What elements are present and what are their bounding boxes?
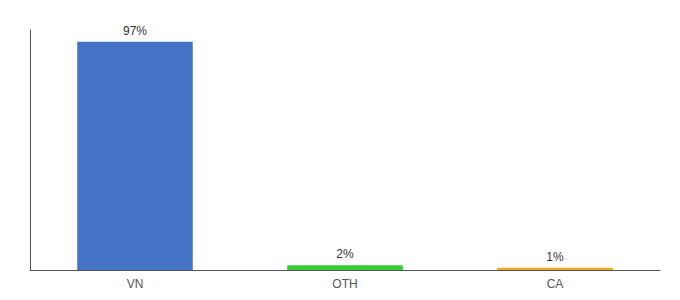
- svg-text:CA: CA: [547, 277, 564, 291]
- svg-text:VN: VN: [127, 277, 144, 291]
- svg-text:97%: 97%: [123, 24, 147, 38]
- svg-text:2%: 2%: [336, 247, 354, 261]
- svg-text:OTH: OTH: [332, 277, 357, 291]
- svg-text:1%: 1%: [546, 250, 564, 264]
